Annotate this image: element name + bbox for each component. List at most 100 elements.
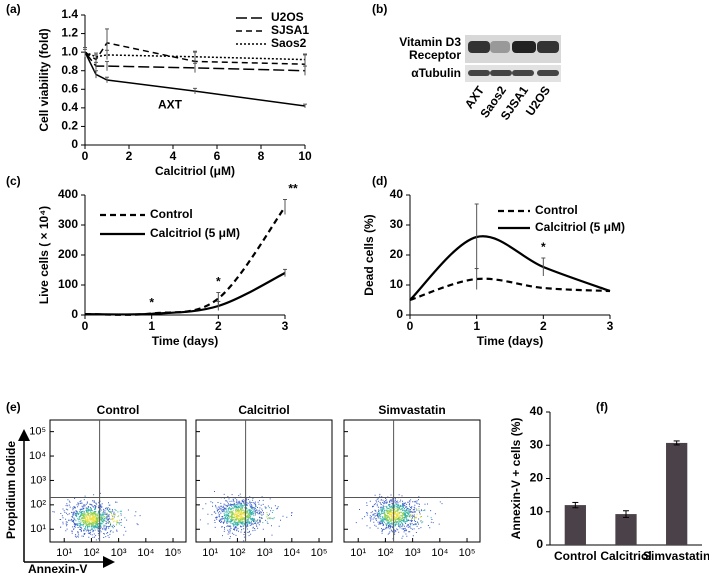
- flow-dots: [233, 510, 261, 520]
- bar: [615, 514, 637, 545]
- series-line: [409, 235, 611, 301]
- annotation: *: [216, 275, 221, 289]
- y-axis-label: Cell viability (fold): [37, 28, 51, 131]
- x-tick-label: 3: [607, 319, 614, 333]
- y-axis-label: Annexin-V + cells (%): [509, 418, 523, 540]
- panel-label: (f): [596, 400, 608, 414]
- annotation: *: [149, 296, 154, 310]
- x-tick-label: 2: [215, 319, 222, 333]
- blot-bands: [468, 41, 559, 76]
- flow-dots: [229, 508, 271, 523]
- y-tick-label: 0.2: [61, 119, 78, 133]
- y-tick-label: 40: [390, 187, 404, 201]
- flow-dots: [84, 514, 118, 523]
- y-tick-label: 0.4: [61, 100, 78, 114]
- panel-label: (d): [372, 174, 387, 188]
- y-tick-label: 0: [71, 137, 78, 151]
- x-tick-label: 10⁵: [459, 547, 476, 559]
- y-tick-label: 10: [530, 504, 544, 518]
- flow-x-label: Annexin-V: [28, 562, 87, 576]
- x-tick-label: 10¹: [56, 547, 72, 559]
- panel-label: (b): [372, 2, 387, 16]
- x-axis-label: Time (days): [477, 334, 543, 348]
- y-tick-label: 0: [536, 537, 543, 551]
- blot-row-label: αTubulin: [411, 66, 461, 80]
- legend-label: Saos2: [271, 36, 307, 50]
- flow-y-label: Propidium Iodide: [4, 441, 18, 539]
- y-tick-label: 300: [58, 217, 78, 231]
- x-tick-label: Calcitriol: [600, 549, 651, 563]
- x-tick-label: 2: [540, 319, 547, 333]
- x-tick-label: 10⁴: [137, 547, 154, 559]
- y-tick-label: 200: [58, 247, 78, 261]
- y-tick-label: 100: [58, 277, 78, 291]
- x-tick-label: 1: [473, 319, 480, 333]
- band: [512, 41, 536, 53]
- x-tick-label: 0: [82, 319, 89, 333]
- y-tick-label: 1.2: [61, 26, 78, 40]
- x-tick-label: 10³: [405, 547, 421, 559]
- y-tick-label: 0.6: [61, 81, 78, 95]
- flow-dots: [80, 511, 121, 526]
- y-axis-label: Dead cells (%): [362, 214, 376, 295]
- panel-label: (a): [6, 2, 21, 16]
- y-tick-label: 1.0: [61, 44, 78, 58]
- x-tick-label: 10⁵: [311, 547, 328, 559]
- band: [512, 70, 534, 76]
- y-tick-label: 400: [58, 187, 78, 201]
- x-tick-label: 3: [282, 319, 289, 333]
- series-line: [409, 277, 611, 302]
- y-tick-label: 10²: [30, 499, 46, 511]
- x-tick-label: Simvastatin: [643, 549, 709, 563]
- annotation: **: [288, 182, 298, 196]
- band: [468, 41, 490, 53]
- x-axis-label: Calcitriol (μM): [155, 164, 235, 178]
- band: [490, 70, 512, 76]
- x-tick-label: 4: [170, 149, 177, 163]
- x-tick-label: 10¹: [202, 547, 218, 559]
- y-tick-label: 10⁵: [29, 426, 46, 438]
- x-tick-label: 8: [258, 149, 265, 163]
- flow-title: Calcitriol: [238, 403, 289, 417]
- legend-label: Control: [535, 203, 578, 217]
- panel-label: (c): [6, 174, 21, 188]
- series-line: [84, 272, 286, 316]
- y-tick-label: 30: [530, 437, 544, 451]
- flow-frame: [195, 419, 333, 543]
- x-tick-label: 10: [298, 149, 312, 163]
- legend-label: Control: [150, 207, 193, 221]
- panel-label: (e): [6, 400, 21, 414]
- legend-label: Calcitriol (5 μM): [535, 220, 625, 234]
- flow-dots: [388, 510, 421, 520]
- y-tick-label: 20: [390, 247, 404, 261]
- y-tick-label: 0: [396, 307, 403, 321]
- flow-dots: [223, 503, 275, 527]
- x-tick-label: 10²: [377, 547, 393, 559]
- legend-label: U2OS: [271, 10, 304, 24]
- y-tick-label: 0: [71, 307, 78, 321]
- flow-frame: [49, 419, 187, 543]
- band: [490, 41, 510, 53]
- bar: [564, 505, 586, 545]
- y-tick-label: 30: [390, 217, 404, 231]
- band: [468, 70, 490, 76]
- x-axis-label: Time (days): [152, 334, 218, 348]
- bar: [666, 442, 688, 545]
- legend-label: SJSA1: [271, 23, 309, 37]
- flow-title: Simvastatin: [378, 403, 445, 417]
- y-tick-label: 10³: [30, 474, 46, 486]
- x-tick-label: 10⁵: [165, 547, 182, 559]
- x-tick-label: 10³: [257, 547, 273, 559]
- x-tick-label: 2: [126, 149, 133, 163]
- series-line: [84, 51, 306, 72]
- y-tick-label: 0.8: [61, 63, 78, 77]
- band: [537, 70, 559, 76]
- blot-row-label: Vitamin D3 Receptor: [399, 35, 461, 62]
- series-label: AXT: [158, 97, 183, 111]
- legend-label: Calcitriol (5 μM): [150, 226, 240, 240]
- x-tick-label: 10⁴: [283, 547, 300, 559]
- series-line: [84, 206, 286, 316]
- annotation: *: [541, 240, 546, 254]
